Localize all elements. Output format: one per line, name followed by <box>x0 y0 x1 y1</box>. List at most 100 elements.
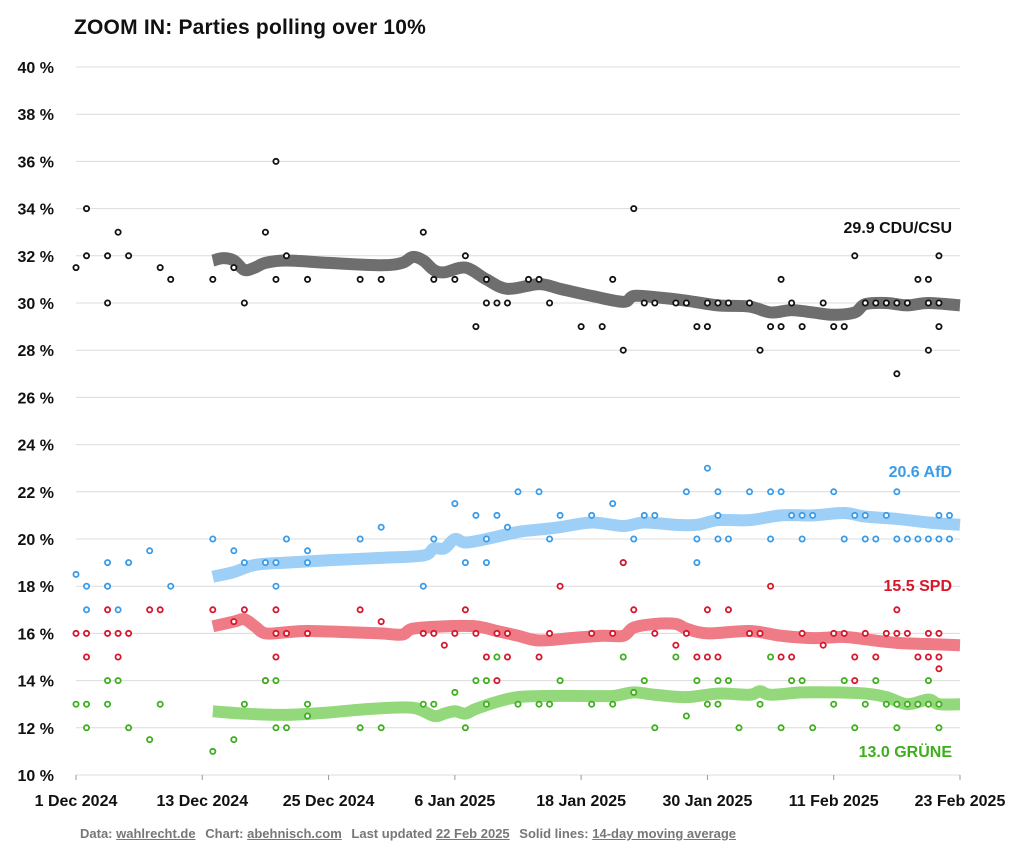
y-tick-label: 26 % <box>18 390 54 407</box>
poll-point <box>756 346 764 354</box>
footer-chart-link[interactable]: abehnisch.com <box>247 826 342 841</box>
poll-point <box>703 653 711 661</box>
poll-point <box>840 677 848 685</box>
poll-point <box>882 299 890 307</box>
poll-point <box>609 500 617 508</box>
poll-point <box>914 535 922 543</box>
poll-point <box>272 724 280 732</box>
poll-point <box>114 629 122 637</box>
y-tick-label: 20 % <box>18 532 54 549</box>
poll-point <box>493 677 501 685</box>
poll-point <box>546 299 554 307</box>
poll-point <box>619 346 627 354</box>
poll-point <box>114 228 122 236</box>
poll-point <box>935 535 943 543</box>
poll-point <box>777 488 785 496</box>
poll-point <box>104 700 112 708</box>
y-tick-label: 12 % <box>18 721 54 738</box>
poll-point <box>503 523 511 531</box>
poll-point <box>104 629 112 637</box>
poll-point <box>693 323 701 331</box>
y-tick-label: 16 % <box>18 626 54 643</box>
poll-point <box>935 653 943 661</box>
poll-point <box>272 677 280 685</box>
poll-point <box>461 252 469 260</box>
y-tick-label: 40 % <box>18 60 54 77</box>
poll-point <box>451 275 459 283</box>
poll-point <box>125 559 133 567</box>
poll-point <box>356 606 364 614</box>
x-tick-label: 25 Dec 2024 <box>283 793 375 810</box>
poll-point <box>914 275 922 283</box>
poll-point <box>746 299 754 307</box>
poll-point <box>840 535 848 543</box>
poll-point <box>714 299 722 307</box>
poll-point <box>619 653 627 661</box>
poll-point <box>83 252 91 260</box>
footer-data-link[interactable]: wahlrecht.de <box>116 826 196 841</box>
poll-point <box>72 570 80 578</box>
chart-title: ZOOM IN: Parties polling over 10% <box>74 16 427 39</box>
poll-point <box>682 488 690 496</box>
poll-point <box>588 700 596 708</box>
poll-point <box>240 606 248 614</box>
poll-point <box>419 629 427 637</box>
footer-updated-label: Last updated <box>351 826 433 841</box>
poll-point <box>893 629 901 637</box>
poll-point <box>209 747 217 755</box>
poll-point <box>872 677 880 685</box>
series-end-labels: 29.9 CDU/CSU 20.6 AfD 15.5 SPD 13.0 GRÜNE <box>844 220 953 761</box>
poll-point <box>472 323 480 331</box>
poll-point <box>546 535 554 543</box>
footer-updated-link[interactable]: 22 Feb 2025 <box>435 826 510 841</box>
poll-point <box>724 677 732 685</box>
x-axis: 1 Dec 2024 13 Dec 2024 25 Dec 2024 6 Jan 20… <box>35 775 1005 810</box>
poll-point <box>935 724 943 732</box>
poll-point <box>430 275 438 283</box>
series-end-label: 29.9 CDU/CSU <box>844 220 952 237</box>
poll-point <box>272 629 280 637</box>
poll-point <box>809 511 817 519</box>
poll-point <box>924 275 932 283</box>
poll-point <box>798 677 806 685</box>
poll-point <box>830 323 838 331</box>
poll-point <box>851 677 859 685</box>
y-tick-label: 38 % <box>18 107 54 124</box>
poll-point <box>430 700 438 708</box>
poll-point <box>146 606 154 614</box>
poll-point <box>682 629 690 637</box>
poll-point <box>630 606 638 614</box>
poll-point <box>272 275 280 283</box>
poll-point <box>714 677 722 685</box>
poll-point <box>472 511 480 519</box>
poll-point <box>272 653 280 661</box>
poll-point <box>714 653 722 661</box>
poll-point <box>840 629 848 637</box>
poll-point <box>272 559 280 567</box>
footer-chart-label: Chart: <box>205 826 244 841</box>
poll-point <box>83 724 91 732</box>
poll-point <box>672 641 680 649</box>
poll-point <box>114 653 122 661</box>
poll-point <box>261 559 269 567</box>
footer-lines-label: Solid lines: <box>519 826 589 841</box>
poll-point <box>935 323 943 331</box>
footer-lines-link[interactable]: 14-day moving average <box>592 826 737 841</box>
poll-point <box>209 606 217 614</box>
poll-point <box>83 606 91 614</box>
poll-point <box>125 629 133 637</box>
poll-point <box>556 582 564 590</box>
poll-point <box>104 606 112 614</box>
poll-point <box>167 582 175 590</box>
poll-point <box>714 700 722 708</box>
y-tick-label: 14 % <box>18 674 54 691</box>
poll-point <box>703 323 711 331</box>
trend-line-afd <box>211 507 961 583</box>
poll-point <box>630 205 638 213</box>
poll-point <box>482 677 490 685</box>
poll-point <box>609 700 617 708</box>
poll-point <box>903 700 911 708</box>
poll-point <box>798 511 806 519</box>
poll-point <box>493 511 501 519</box>
